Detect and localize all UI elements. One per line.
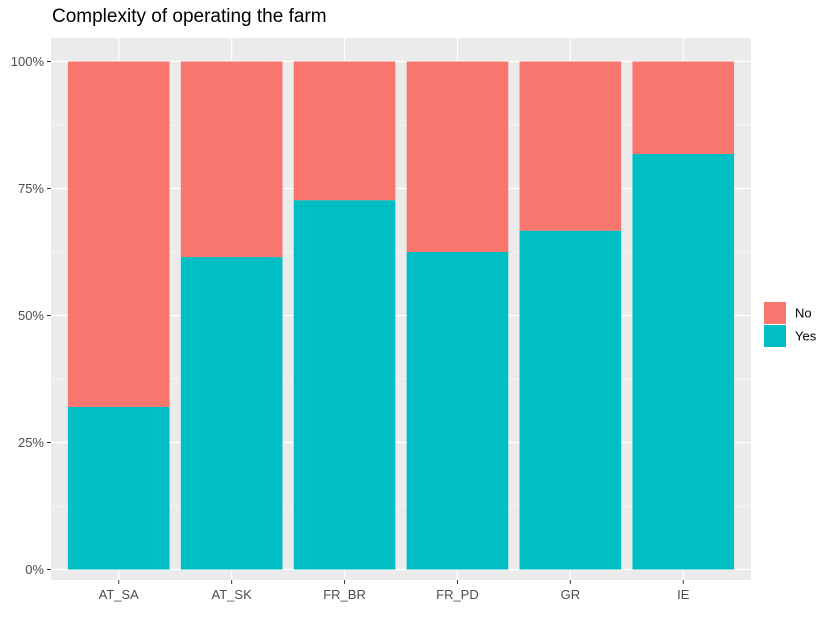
legend-label-yes: Yes xyxy=(795,329,817,344)
x-tick-label: IE xyxy=(677,587,690,602)
y-tick-label: 25% xyxy=(18,435,44,450)
legend: No Yes xyxy=(764,302,817,347)
bar-gr-no xyxy=(519,61,622,231)
bar-at-sa-yes xyxy=(67,406,170,570)
x-axis: AT_SA AT_SK FR_BR FR_PD GR IE xyxy=(99,580,690,602)
bar-ie-no xyxy=(632,61,735,154)
x-tick-label: AT_SK xyxy=(212,587,253,602)
x-tick-label: FR_PD xyxy=(436,587,479,602)
bars xyxy=(67,61,735,570)
y-tick-label: 0% xyxy=(25,562,44,577)
y-tick-label: 75% xyxy=(18,181,44,196)
bar-at-sa-no xyxy=(67,61,170,407)
x-tick-label: FR_BR xyxy=(323,587,366,602)
chart-title: Complexity of operating the farm xyxy=(52,6,327,27)
legend-key-yes xyxy=(764,325,786,347)
bar-fr-pd-yes xyxy=(406,252,509,570)
y-tick-label: 50% xyxy=(18,308,44,323)
x-tick-label: AT_SA xyxy=(99,587,140,602)
bar-ie-yes xyxy=(632,153,735,570)
x-tick-label: GR xyxy=(561,587,581,602)
bar-at-sk-yes xyxy=(180,257,283,570)
bar-fr-br-no xyxy=(293,61,396,201)
bar-at-sk-no xyxy=(180,61,283,258)
y-axis: 0% 25% 50% 75% 100% xyxy=(11,54,51,577)
legend-key-no xyxy=(764,302,786,324)
bar-fr-br-yes xyxy=(293,200,396,570)
y-tick-label: 100% xyxy=(11,54,45,69)
bar-gr-yes xyxy=(519,230,622,570)
bar-fr-pd-no xyxy=(406,61,509,252)
legend-label-no: No xyxy=(795,306,812,321)
